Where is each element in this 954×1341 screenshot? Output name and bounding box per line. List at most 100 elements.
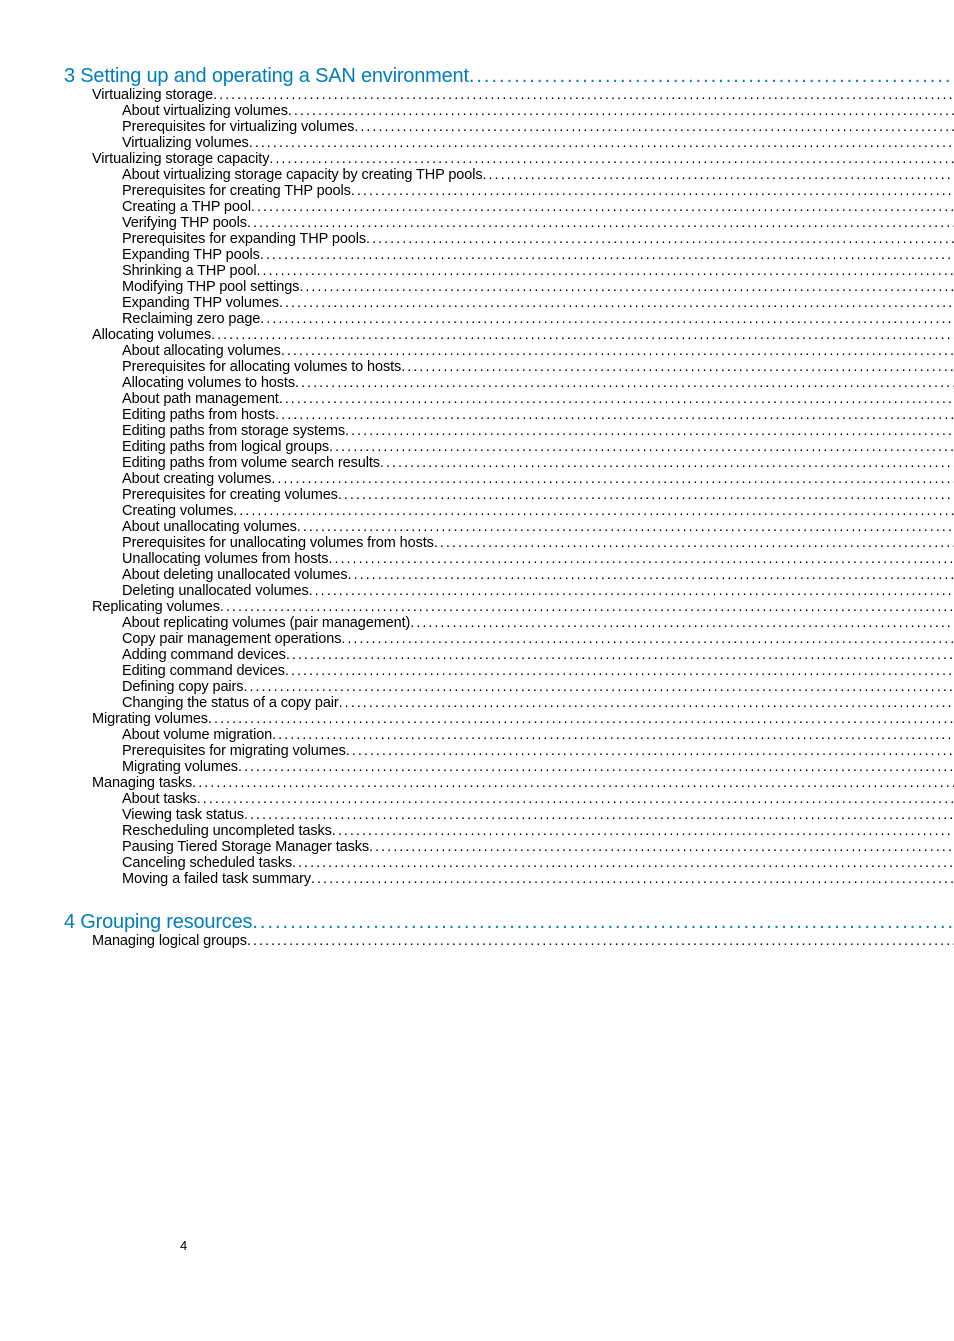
toc-title: Adding command devices [122,648,286,663]
toc-leader-dots [247,216,954,231]
toc-leader-dots [341,632,954,647]
toc-leader-dots [286,648,954,663]
page-number: 4 [180,1238,187,1253]
toc-title: Editing paths from hosts [122,408,275,423]
toc-title: Modifying THP pool settings [122,280,299,295]
toc-title: Managing logical groups [92,934,247,949]
toc-title: Prerequisites for virtualizing volumes [122,120,354,135]
toc-entry: Shrinking a THP pool 29 [122,264,954,279]
toc-leader-dots [252,912,954,932]
toc-title: Expanding THP volumes [122,296,279,311]
toc-leader-dots [275,408,954,423]
toc-leader-dots [260,312,954,327]
toc-title: Creating volumes [122,504,233,519]
toc-title: Prerequisites for migrating volumes [122,744,346,759]
toc-leader-dots [332,824,954,839]
toc-leader-dots [299,280,954,295]
toc-chapter[interactable]: 3 Setting up and operating a SAN environ… [64,66,954,86]
toc-title: About tasks [122,792,197,807]
toc-title: Virtualizing storage capacity [92,152,269,167]
toc-entry: Editing paths from volume search results… [122,456,954,471]
toc-leader-dots [295,376,954,391]
toc-entry: Prerequisites for virtualizing volumes 2… [122,120,954,135]
toc-leader-dots [345,424,954,439]
toc-entry: Managing logical groups 45 [92,934,954,949]
toc-title: About deleting unallocated volumes [122,568,348,583]
toc-entry: About virtualizing volumes 25 [122,104,954,119]
toc-entry: Deleting unallocated volumes 35 [122,584,954,599]
table-of-contents: 3 Setting up and operating a SAN environ… [64,66,954,949]
toc-title: Viewing task status [122,808,244,823]
toc-leader-dots [483,168,954,183]
toc-entry: Prerequisites for creating THP pools 27 [122,184,954,199]
toc-entry: Virtualizing volumes 26 [122,136,954,151]
toc-leader-dots [257,264,954,279]
toc-entry: Copy pair management operations 36 [122,632,954,647]
toc-leader-dots [220,600,954,615]
toc-entry: Reclaiming zero page 30 [122,312,954,327]
toc-title: 3 Setting up and operating a SAN environ… [64,66,469,86]
toc-entry: Migrating volumes 40 [122,760,954,775]
toc-leader-dots [197,792,954,807]
toc-leader-dots [281,344,954,359]
toc-leader-dots [279,296,954,311]
toc-title: Virtualizing storage [92,88,213,103]
toc-title: Unallocating volumes from hosts [122,552,328,567]
toc-entry: Creating a THP pool 27 [122,200,954,215]
toc-title: Rescheduling uncompleted tasks [122,824,332,839]
toc-leader-dots [354,120,954,135]
toc-leader-dots [309,584,954,599]
toc-leader-dots [401,360,954,375]
toc-entry: Defining copy pairs 37 [122,680,954,695]
toc-entry: Changing the status of a copy pair 38 [122,696,954,711]
toc-entry: Canceling scheduled tasks 42 [122,856,954,871]
toc-leader-dots [380,456,954,471]
toc-title: Prerequisites for creating THP pools [122,184,351,199]
toc-entry: Verifying THP pools 28 [122,216,954,231]
toc-entry: Editing command devices 37 [122,664,954,679]
toc-leader-dots [328,552,954,567]
toc-leader-dots [213,88,954,103]
toc-title: Verifying THP pools [122,216,247,231]
toc-leader-dots [260,248,954,263]
toc-leader-dots [311,872,954,887]
toc-leader-dots [346,744,954,759]
toc-leader-dots [292,856,954,871]
toc-title: About creating volumes [122,472,271,487]
toc-title: Shrinking a THP pool [122,264,257,279]
toc-entry: Prerequisites for migrating volumes 39 [122,744,954,759]
toc-entry: Migrating volumes 38 [92,712,954,727]
toc-title: Reclaiming zero page [122,312,260,327]
toc-entry: Rescheduling uncompleted tasks 42 [122,824,954,839]
toc-leader-dots [251,200,954,215]
toc-title: Creating a THP pool [122,200,251,215]
toc-entry: Unallocating volumes from hosts 34 [122,552,954,567]
toc-entry: Expanding THP pools 28 [122,248,954,263]
toc-leader-dots [434,536,954,551]
toc-title: About virtualizing storage capacity by c… [122,168,483,183]
toc-entry: Prerequisites for allocating volumes to … [122,360,954,375]
toc-entry: Prerequisites for unallocating volumes f… [122,536,954,551]
toc-title: About path management [122,392,279,407]
toc-title: Copy pair management operations [122,632,341,647]
toc-title: Editing paths from storage systems [122,424,345,439]
toc-leader-dots [329,440,954,455]
toc-title: Deleting unallocated volumes [122,584,309,599]
toc-leader-dots [351,184,954,199]
toc-title: Prerequisites for expanding THP pools [122,232,366,247]
toc-entry: About unallocating volumes 34 [122,520,954,535]
toc-title: Canceling scheduled tasks [122,856,292,871]
toc-entry: About allocating volumes 30 [122,344,954,359]
toc-entry: Adding command devices 36 [122,648,954,663]
toc-leader-dots [271,472,954,487]
toc-chapter[interactable]: 4 Grouping resources 45 [64,912,954,932]
toc-entry: Prerequisites for creating volumes 33 [122,488,954,503]
toc-entry: Prerequisites for expanding THP pools 28 [122,232,954,247]
toc-leader-dots [208,712,954,727]
toc-title: Virtualizing volumes [122,136,249,151]
toc-entry: Pausing Tiered Storage Manager tasks 42 [122,840,954,855]
toc-title: Prerequisites for creating volumes [122,488,338,503]
toc-entry: About tasks 41 [122,792,954,807]
toc-leader-dots [338,488,954,503]
toc-leader-dots [247,934,954,949]
